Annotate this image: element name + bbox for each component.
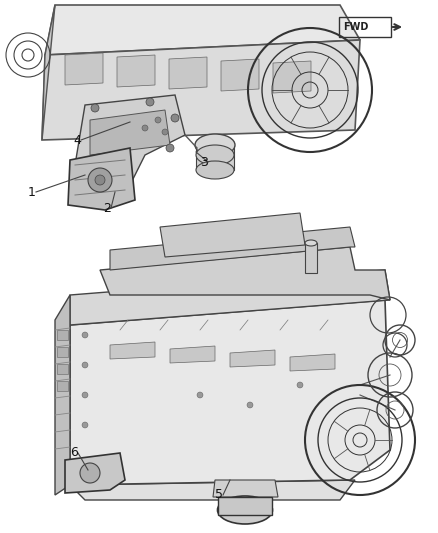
Circle shape xyxy=(80,463,100,483)
Text: 2: 2 xyxy=(103,201,111,214)
Polygon shape xyxy=(213,480,278,497)
Circle shape xyxy=(297,382,303,388)
Polygon shape xyxy=(70,300,390,485)
Bar xyxy=(196,145,234,170)
Ellipse shape xyxy=(196,145,234,165)
Circle shape xyxy=(197,392,203,398)
Bar xyxy=(57,381,68,391)
Circle shape xyxy=(166,144,174,152)
Polygon shape xyxy=(70,270,390,325)
Bar xyxy=(57,347,68,357)
Polygon shape xyxy=(290,354,335,371)
Polygon shape xyxy=(90,110,170,155)
Text: 5: 5 xyxy=(215,489,223,502)
Circle shape xyxy=(91,104,99,112)
Polygon shape xyxy=(230,350,275,367)
Polygon shape xyxy=(55,295,70,495)
Polygon shape xyxy=(273,61,311,93)
Bar xyxy=(218,497,272,515)
Polygon shape xyxy=(42,40,360,140)
Text: 3: 3 xyxy=(200,156,208,168)
Polygon shape xyxy=(170,346,215,363)
Polygon shape xyxy=(65,453,125,493)
Circle shape xyxy=(82,392,88,398)
Circle shape xyxy=(142,125,148,131)
Circle shape xyxy=(171,114,179,122)
Ellipse shape xyxy=(218,496,272,524)
Polygon shape xyxy=(65,53,103,85)
Polygon shape xyxy=(117,55,155,87)
Circle shape xyxy=(162,129,168,135)
Bar xyxy=(57,330,68,340)
Circle shape xyxy=(95,175,105,185)
Circle shape xyxy=(88,168,112,192)
Polygon shape xyxy=(221,59,259,91)
Text: 4: 4 xyxy=(73,133,81,147)
Polygon shape xyxy=(110,342,155,359)
Polygon shape xyxy=(70,480,355,500)
Text: FWD: FWD xyxy=(343,22,368,32)
Text: 1: 1 xyxy=(28,185,36,198)
Polygon shape xyxy=(68,148,135,210)
Polygon shape xyxy=(169,57,207,89)
Polygon shape xyxy=(45,5,360,55)
Bar xyxy=(305,243,317,273)
Circle shape xyxy=(82,362,88,368)
Ellipse shape xyxy=(195,134,235,156)
Ellipse shape xyxy=(305,240,317,246)
Circle shape xyxy=(82,422,88,428)
Ellipse shape xyxy=(196,161,234,179)
Polygon shape xyxy=(42,5,55,140)
Polygon shape xyxy=(100,247,390,300)
Circle shape xyxy=(146,98,154,106)
Polygon shape xyxy=(110,227,355,270)
Bar xyxy=(57,364,68,374)
Circle shape xyxy=(82,332,88,338)
Circle shape xyxy=(247,402,253,408)
Polygon shape xyxy=(160,213,305,257)
Circle shape xyxy=(155,117,161,123)
Text: 6: 6 xyxy=(70,447,78,459)
Polygon shape xyxy=(75,95,185,195)
